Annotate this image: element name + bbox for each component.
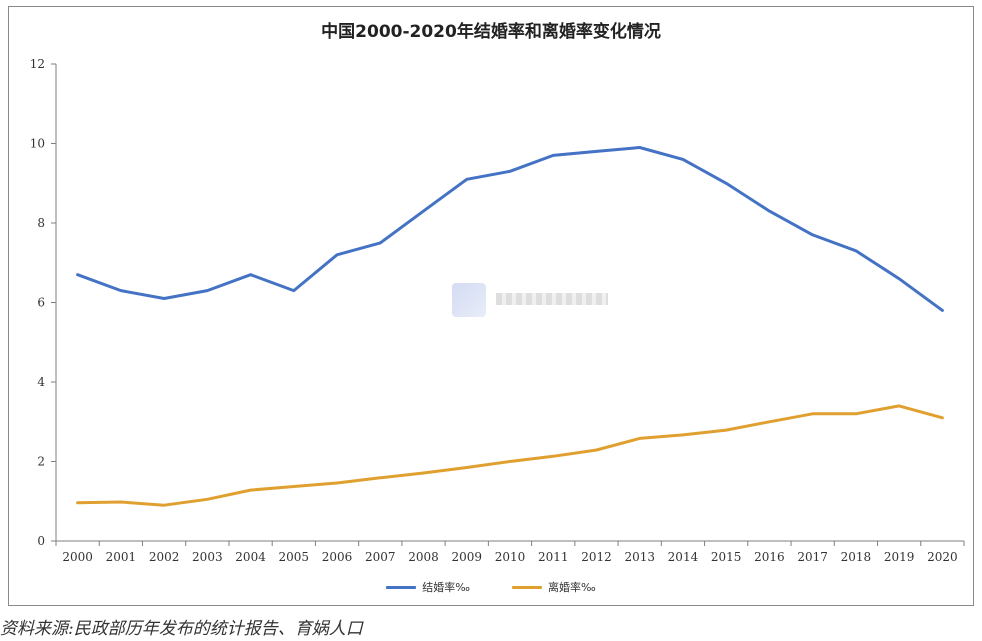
data-point [508,460,512,463]
data-point [724,182,728,185]
x-tick-label: 2020 [927,550,958,564]
data-point [941,416,944,419]
data-point [638,146,641,149]
data-point [249,273,252,276]
data-point [465,178,468,181]
x-tick-label: 2001 [106,550,137,564]
data-point [595,150,598,153]
chart-lines [76,146,944,507]
watermark-text-blur [496,293,608,305]
data-point [335,253,339,256]
data-point [206,289,209,292]
data-point [335,481,339,485]
x-tick-label: 2008 [408,550,439,564]
x-tick-label: 2004 [235,550,266,564]
data-point [811,233,814,237]
data-point [552,455,555,458]
chart-title: 中国2000-2020年结婚率和离婚率变化情况 [321,22,661,42]
y-tick-label: 8 [37,216,45,230]
data-point [768,209,771,213]
x-tick-label: 2018 [841,550,872,564]
chart-legend: 结婚率‰ 离婚率‰ [9,579,973,595]
data-point [292,289,296,292]
data-point [595,448,598,452]
chart-figure: 中国2000-2020年结婚率和离婚率变化情况 0 2 4 6 8 10 12 2000 200… [8,6,974,606]
data-point [897,277,901,280]
x-tick-label: 2006 [322,550,353,564]
data-point [681,158,685,161]
data-point [811,412,814,415]
x-tick-label: 2003 [192,550,223,564]
x-tick-label: 2002 [149,550,180,564]
data-point [941,309,944,312]
watermark-logo-icon [452,283,486,317]
y-tick-label: 4 [37,375,45,389]
source-note: 资料来源:民政部历年发布的统计报告、育娲人口 [0,619,363,639]
data-point [854,249,858,253]
data-point [854,412,858,415]
data-point [638,437,641,440]
data-point [422,471,425,475]
data-point [724,428,728,432]
series-line-1 [76,404,944,507]
x-tick-label: 2016 [754,550,785,564]
data-point [768,420,771,423]
x-tick-label: 2015 [711,550,742,564]
data-point [422,209,425,213]
x-tick-label: 2017 [797,550,828,564]
data-point [292,485,296,488]
x-tick-label: 2007 [365,550,396,564]
x-tick-label: 2012 [581,550,612,564]
y-tick-label: 2 [37,455,45,469]
data-point [249,488,252,492]
y-tick-label: 6 [37,296,45,310]
data-point [76,273,79,276]
legend-label-marriage: 结婚率‰ [422,581,470,594]
x-tick-label: 2019 [884,550,915,564]
y-tick-label: 10 [30,137,45,151]
x-tick-label: 2010 [495,550,526,564]
data-point [897,404,901,408]
chart-axes: 0 2 4 6 8 10 12 2000 2001 2002 2003 2004 2005 2006 200… [30,57,965,564]
data-point [162,297,166,300]
data-point [552,154,555,157]
x-tick-label: 2011 [538,550,569,564]
data-point [76,501,79,505]
data-point [465,466,468,469]
x-tick-label: 2013 [624,550,655,564]
data-point [508,170,512,173]
legend-swatch-divorce [512,585,542,589]
line-chart: 0 2 4 6 8 10 12 2000 2001 2002 2003 2004 2005 2006 200… [30,57,965,564]
legend-item-divorce: 离婚率‰ [512,579,596,595]
legend-label-divorce: 离婚率‰ [548,581,596,594]
x-tick-label: 2000 [62,550,93,564]
x-tick-label: 2005 [279,550,310,564]
data-point [162,504,166,507]
data-point [379,241,382,245]
data-point [119,289,123,292]
x-tick-label: 2009 [451,550,482,564]
data-point [119,500,123,504]
y-tick-label: 12 [30,57,45,71]
data-point [206,498,209,501]
x-tick-label: 2014 [668,550,699,564]
data-point [379,476,382,479]
legend-swatch-marriage [386,585,417,589]
watermark [452,279,612,319]
data-point [681,433,685,437]
legend-item-marriage: 结婚率‰ [386,579,470,595]
y-tick-label: 0 [37,534,45,548]
